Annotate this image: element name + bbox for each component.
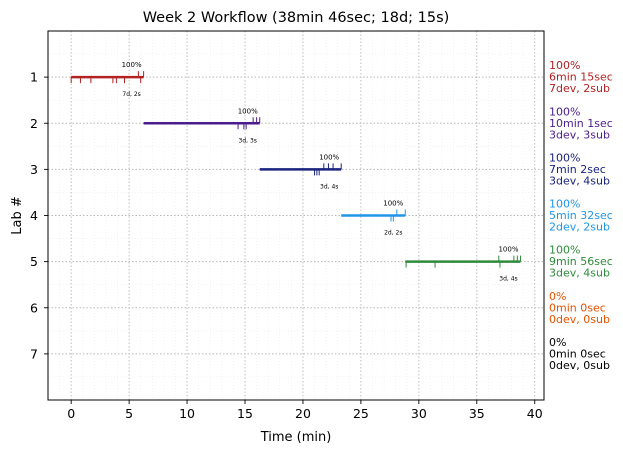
lab-4-bar-group: 100% 2d, 2s <box>341 200 406 237</box>
lab-5-summary-line: 3dev, 4sub <box>549 267 610 280</box>
x-axis-title: Time (min) <box>260 430 332 445</box>
lab-bars: 100% 7d, 2s 100% 3d, 3s 100% 3d, 4s 100% 2d, 2s… <box>70 61 521 283</box>
y-tick-label: 3 <box>30 162 38 177</box>
lab-1-summary-line: 6min 15sec <box>549 71 613 84</box>
y-tick-label: 5 <box>30 254 38 269</box>
chart-title: Week 2 Workflow (38min 46sec; 18d; 15s) <box>143 10 450 26</box>
x-tick-label: 5 <box>125 406 133 421</box>
lab-3-bar-group: 100% 3d, 4s <box>259 153 342 190</box>
lab-1-summary-line: 100% <box>549 59 580 72</box>
x-tick-label: 15 <box>237 406 253 421</box>
y-tick-label: 2 <box>30 116 38 131</box>
lab-6-summary-line: 0min 0sec <box>549 301 606 314</box>
lab-2-bar-group: 100% 3d, 3s <box>143 107 261 144</box>
lab-7-summary-line: 0dev, 0sub <box>549 359 610 372</box>
lab-4-summary-line: 5min 32sec <box>549 209 613 222</box>
lab-7-summary-line: 0min 0sec <box>549 347 606 360</box>
lab-5-counts-label: 3d, 4s <box>499 276 517 283</box>
x-tick-label: 10 <box>179 406 195 421</box>
lab-3-counts-label: 3d, 4s <box>320 183 338 190</box>
lab-4-summary-line: 2dev, 2sub <box>549 221 610 234</box>
lab-6-summary-line: 0dev, 0sub <box>549 313 610 326</box>
lab-2-percent-label: 100% <box>238 107 258 115</box>
x-tick-label: 0 <box>67 406 75 421</box>
y-tick-label: 6 <box>30 300 38 315</box>
x-tick-label: 30 <box>411 406 427 421</box>
lab-7-summary-line: 0% <box>549 336 566 349</box>
y-axis-title: Lab # <box>10 196 25 235</box>
x-tick-label: 20 <box>295 406 311 421</box>
lab-2-summary-line: 100% <box>549 105 580 118</box>
lab-3-summary-line: 7min 2sec <box>549 163 606 176</box>
lab-4-counts-label: 2d, 2s <box>384 230 402 237</box>
lab-5-summary-line: 9min 56sec <box>549 255 613 268</box>
lab-1-counts-label: 7d, 2s <box>122 91 140 98</box>
lab-2-summary-line: 10min 1sec <box>549 117 613 130</box>
lab-3-summary-line: 3dev, 4sub <box>549 174 610 187</box>
lab-1-bar-group: 100% 7d, 2s <box>70 61 145 98</box>
lab-4-percent-label: 100% <box>383 200 403 208</box>
lab-3-summary-line: 100% <box>549 151 580 164</box>
x-tick-label: 35 <box>469 406 485 421</box>
y-tick-label: 1 <box>30 70 38 85</box>
x-tick-label: 40 <box>527 406 543 421</box>
lab-5-bar-group: 100% 3d, 4s <box>405 246 521 283</box>
grid <box>47 30 544 401</box>
x-axis: 0 5 10 15 20 25 30 35 40 <box>67 400 543 421</box>
lab-5-percent-label: 100% <box>498 246 518 254</box>
lab-2-counts-label: 3d, 3s <box>239 137 257 144</box>
lab-1-percent-label: 100% <box>122 61 142 69</box>
lab-4-summary-line: 100% <box>549 198 580 211</box>
y-axis: 1 2 3 4 5 6 7 <box>30 70 48 361</box>
lab-5-summary-line: 100% <box>549 244 580 257</box>
y-tick-label: 7 <box>30 346 38 361</box>
lab-1-summary-line: 7dev, 2sub <box>549 82 610 95</box>
y-tick-label: 4 <box>30 208 38 223</box>
lab-6-summary-line: 0% <box>549 290 566 303</box>
x-tick-label: 25 <box>353 406 369 421</box>
lab-2-summary-line: 3dev, 3sub <box>549 128 610 141</box>
lab-3-percent-label: 100% <box>319 153 339 161</box>
